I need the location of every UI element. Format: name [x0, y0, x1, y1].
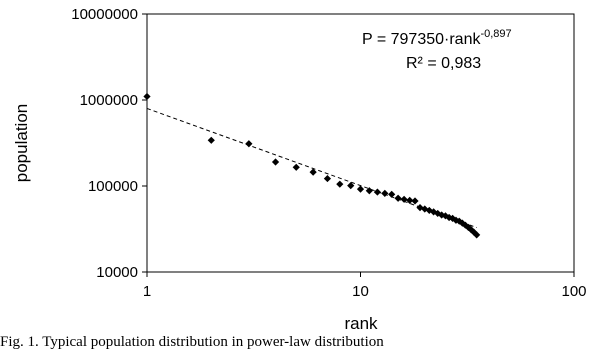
x-tick-label: 100: [561, 283, 586, 300]
y-tick-label: 100000: [88, 178, 138, 195]
data-point: [347, 182, 355, 190]
x-tick-label: 1: [143, 283, 151, 300]
y-tick-label: 10000: [96, 264, 138, 281]
data-point: [373, 188, 382, 196]
data-point: [400, 195, 408, 203]
data-point: [458, 219, 466, 227]
data-point: [416, 204, 424, 212]
data-point: [245, 140, 253, 148]
data-point: [365, 187, 373, 195]
data-point: [470, 228, 478, 236]
data-point: [292, 163, 300, 171]
data-point: [411, 197, 419, 205]
data-point: [473, 231, 481, 239]
data-point: [464, 223, 472, 232]
data-point: [381, 189, 389, 198]
data-point: [406, 196, 414, 205]
figure-caption: Fig. 1. Typical population distribution …: [0, 334, 384, 350]
data-point: [452, 216, 460, 224]
equation-annotation: P = 797350·rank-0,897: [362, 28, 512, 48]
data-point: [143, 92, 151, 101]
data-points: [143, 92, 481, 239]
trendline: [146, 107, 477, 229]
data-point: [448, 214, 457, 223]
data-point: [323, 174, 332, 183]
data-point: [207, 136, 215, 144]
x-axis-label: rank: [344, 314, 378, 333]
r-squared-annotation: R² = 0,983: [406, 55, 481, 72]
y-axis-label: population: [12, 104, 31, 182]
data-point: [394, 194, 402, 202]
x-tick-label: 10: [352, 283, 369, 300]
x-axis-ticks: 1 10 100: [143, 272, 587, 300]
equation-exponent: -0,897: [480, 28, 511, 40]
y-axis-ticks: 10000 100000 1000000 10000000: [71, 6, 147, 281]
equation-main: P = 797350·rank: [362, 31, 481, 48]
y-tick-label: 1000000: [80, 92, 138, 109]
data-point: [356, 185, 365, 193]
data-point: [271, 158, 280, 166]
data-point: [309, 168, 317, 176]
y-tick-label: 10000000: [71, 6, 138, 23]
data-point: [388, 190, 396, 198]
data-point: [434, 209, 442, 218]
data-point: [467, 226, 475, 234]
data-point: [336, 180, 344, 188]
